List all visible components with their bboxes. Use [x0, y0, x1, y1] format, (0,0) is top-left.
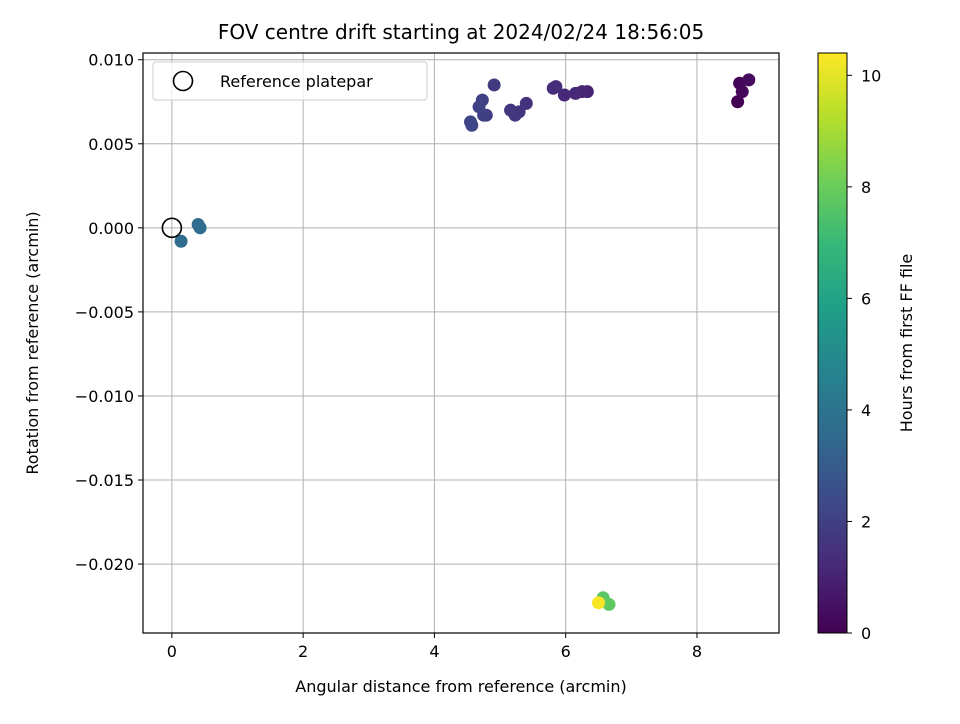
colorbar-tick-label: 2 [861, 512, 871, 531]
grid-lines [143, 53, 779, 633]
data-point [519, 96, 533, 110]
legend: Reference platepar [152, 61, 428, 101]
y-tick-label: −0.015 [75, 471, 134, 490]
y-tick-label: −0.020 [75, 555, 134, 574]
data-point [487, 78, 501, 92]
y-tick-label: 0.000 [88, 219, 134, 238]
x-axis-ticks: 0 2 4 6 8 [167, 633, 702, 661]
colorbar-tick-label: 4 [861, 401, 871, 420]
data-point [174, 234, 188, 248]
legend-label: Reference platepar [220, 72, 373, 91]
colorbar [817, 52, 848, 634]
y-tick-label: −0.010 [75, 387, 134, 406]
colorbar-tick-label: 10 [861, 66, 881, 85]
data-point [602, 597, 616, 611]
y-axis-label: Rotation from reference (arcmin) [23, 211, 42, 474]
x-tick-label: 2 [298, 642, 308, 661]
data-point [464, 115, 478, 129]
data-point [546, 81, 560, 95]
x-tick-label: 0 [167, 642, 177, 661]
colorbar-tick-label: 6 [861, 289, 871, 308]
plot-frame [142, 52, 780, 634]
x-axis-label: Angular distance from reference (arcmin) [295, 677, 626, 696]
colorbar-ticks: 0 2 4 6 8 10 [847, 66, 881, 643]
x-tick-label: 6 [561, 642, 571, 661]
reference-marker [161, 217, 183, 239]
x-tick-label: 8 [692, 642, 702, 661]
legend-box [152, 61, 428, 101]
legend-marker-icon [172, 70, 194, 92]
chart-title: FOV centre drift starting at 2024/02/24 … [218, 20, 704, 44]
data-point [504, 103, 518, 117]
data-points [174, 73, 756, 611]
y-tick-label: 0.005 [88, 135, 134, 154]
y-axis-ticks: 0.010 0.005 0.000 −0.005 −0.010 −0.015 −0.020 [75, 51, 143, 574]
data-point [472, 100, 486, 114]
colorbar-tick-label: 8 [861, 178, 871, 197]
data-point [193, 221, 207, 235]
x-tick-label: 4 [429, 642, 439, 661]
data-point [569, 86, 583, 100]
data-point [557, 88, 571, 102]
data-point [731, 95, 745, 109]
colorbar-tick-label: 0 [861, 624, 871, 643]
data-point [735, 85, 749, 99]
colorbar-label: Hours from first FF file [897, 254, 916, 433]
data-point [592, 596, 606, 610]
data-point [742, 73, 756, 87]
y-tick-label: 0.010 [88, 51, 134, 70]
y-tick-label: −0.005 [75, 303, 134, 322]
